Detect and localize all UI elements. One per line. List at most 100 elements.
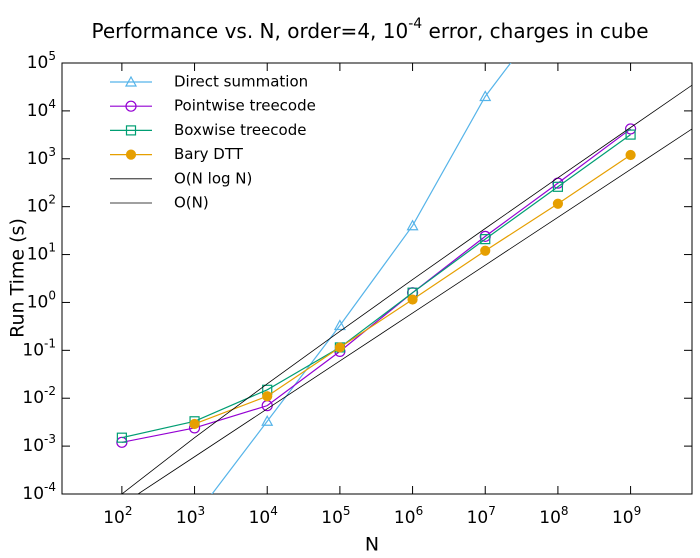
legend-background bbox=[104, 168, 366, 189]
tick-label-power: 9 bbox=[634, 504, 642, 518]
tick-label-base: 10 bbox=[27, 53, 49, 73]
tick-label: 109 bbox=[612, 504, 641, 529]
marker bbox=[480, 245, 491, 256]
tick-label: 104 bbox=[27, 96, 56, 121]
tick-label: 101 bbox=[27, 240, 56, 264]
legend-background bbox=[104, 120, 366, 141]
tick-label-power: 7 bbox=[488, 504, 496, 518]
tick-label: 102 bbox=[27, 192, 56, 217]
legend-marker bbox=[124, 75, 138, 87]
marker bbox=[406, 219, 419, 231]
tick-label-power: 6 bbox=[416, 504, 424, 518]
series-line bbox=[121, 84, 692, 494]
marker bbox=[479, 90, 492, 102]
x-axis-title: N bbox=[365, 534, 379, 556]
series-line bbox=[121, 134, 631, 439]
tick-label: 10-1 bbox=[22, 336, 56, 361]
tick-label-power: 5 bbox=[343, 504, 351, 518]
tick-label: 10-2 bbox=[22, 384, 56, 409]
tick-label-base: 10 bbox=[249, 508, 271, 528]
legend-marker bbox=[125, 149, 137, 160]
marker bbox=[480, 234, 491, 245]
tick-label-base: 10 bbox=[467, 508, 489, 528]
tick-label: 107 bbox=[467, 504, 496, 529]
marker bbox=[333, 319, 346, 331]
marker bbox=[116, 432, 127, 443]
series-line bbox=[137, 128, 692, 494]
tick-label-base: 10 bbox=[27, 197, 49, 217]
tick-label: 103 bbox=[27, 144, 56, 169]
tick-label-power: 2 bbox=[125, 504, 133, 518]
legend-label: O(N log N) bbox=[174, 169, 252, 187]
tick-label-base: 10 bbox=[22, 484, 44, 504]
legend-label: Boxwise treecode bbox=[174, 121, 306, 139]
tick-label: 10-4 bbox=[22, 480, 56, 505]
tick-label: 104 bbox=[249, 504, 278, 529]
legend-label: O(N) bbox=[174, 194, 209, 212]
tick-label-base: 10 bbox=[539, 508, 561, 528]
marker bbox=[625, 149, 636, 161]
plot-frame bbox=[61, 62, 693, 495]
tick-label-power: 0 bbox=[48, 288, 56, 302]
tick-label-power: -3 bbox=[44, 432, 56, 446]
marker bbox=[261, 415, 274, 426]
marker bbox=[625, 129, 636, 140]
title-end: error, charges in cube bbox=[422, 19, 648, 43]
tick-label: 10-3 bbox=[22, 432, 56, 457]
marker bbox=[407, 294, 418, 305]
tick-label-power: 2 bbox=[48, 192, 56, 206]
marker bbox=[552, 198, 564, 209]
title-text: Performance vs. N, order=4, 10 bbox=[91, 19, 408, 43]
tick-label-base: 10 bbox=[27, 101, 49, 121]
marker bbox=[624, 123, 637, 135]
tick-label-base: 10 bbox=[22, 436, 44, 456]
series-line bbox=[211, 63, 512, 494]
tick-label-base: 10 bbox=[27, 149, 49, 169]
legend-marker bbox=[125, 125, 137, 136]
tick-label-power: 3 bbox=[48, 144, 56, 158]
legend-marker bbox=[125, 100, 137, 112]
tick-label-power: 8 bbox=[561, 504, 569, 518]
tick-label-power: 4 bbox=[270, 504, 278, 518]
tick-label: 100 bbox=[27, 288, 56, 313]
tick-label-base: 10 bbox=[612, 508, 634, 528]
legend-background bbox=[104, 144, 366, 165]
tick-label-base: 10 bbox=[27, 292, 49, 312]
marker bbox=[334, 342, 345, 353]
tick-label-power: 1 bbox=[48, 240, 56, 254]
tick-label: 103 bbox=[176, 504, 205, 529]
tick-label: 105 bbox=[27, 49, 56, 74]
legend-label: Direct summation bbox=[174, 73, 308, 91]
chart-title: Performance vs. N, order=4, 10-4 error, … bbox=[91, 16, 648, 43]
series-line bbox=[121, 128, 631, 443]
tick-label-power: 4 bbox=[48, 96, 56, 110]
tick-label: 108 bbox=[539, 504, 568, 529]
title-superscript: -4 bbox=[408, 16, 422, 32]
marker bbox=[189, 418, 200, 430]
legend-label: Bary DTT bbox=[174, 145, 244, 163]
tick-label-base: 10 bbox=[103, 508, 125, 528]
legend-background bbox=[104, 72, 366, 92]
y-axis-title: Run Time (s) bbox=[7, 218, 29, 338]
tick-label: 106 bbox=[394, 504, 423, 529]
tick-label-base: 10 bbox=[176, 508, 198, 528]
tick-label: 105 bbox=[321, 504, 350, 529]
tick-label-base: 10 bbox=[22, 388, 44, 408]
tick-label-base: 10 bbox=[27, 245, 49, 265]
marker bbox=[262, 391, 273, 402]
legend-background bbox=[104, 193, 366, 213]
marker bbox=[553, 0, 563, 5]
tick-label-base: 10 bbox=[394, 508, 416, 528]
tick-label: 102 bbox=[103, 504, 132, 529]
tick-label-base: 10 bbox=[22, 340, 44, 360]
plot-area bbox=[116, 0, 692, 494]
tick-label-power: -4 bbox=[44, 480, 56, 494]
marker bbox=[552, 181, 564, 192]
tick-label-power: 3 bbox=[198, 504, 206, 518]
legend-label: Pointwise treecode bbox=[174, 97, 316, 115]
tick-label-power: -1 bbox=[44, 336, 56, 350]
tick-label-power: 5 bbox=[48, 49, 56, 63]
tick-label-base: 10 bbox=[321, 508, 343, 528]
legend-background bbox=[104, 96, 366, 117]
